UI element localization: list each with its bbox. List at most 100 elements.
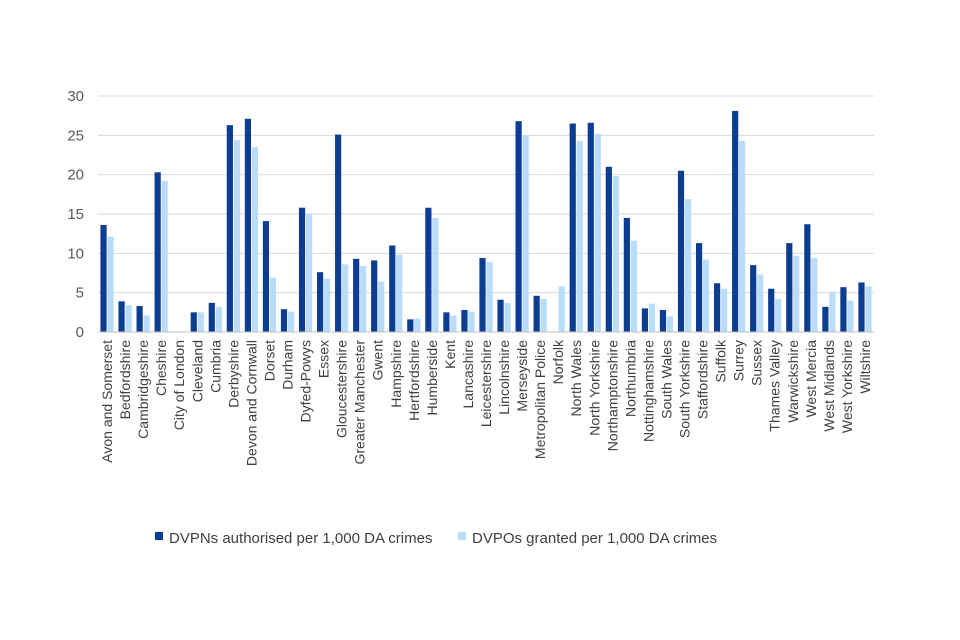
x-tick-label: Hampshire: [388, 340, 404, 408]
bar-dvpo: [161, 180, 168, 332]
bar-dvpo: [757, 274, 764, 332]
bar-dvpo: [305, 214, 313, 332]
x-tick-label: South Wales: [658, 340, 674, 419]
bar-dvpn: [190, 312, 197, 332]
legend-label: DVPNs authorised per 1,000 DA crimes: [169, 530, 432, 547]
x-tick-label: Staffordshire: [695, 340, 711, 419]
bar-dvpo: [522, 135, 529, 332]
bar-dvpn: [118, 301, 125, 332]
bar-dvpo: [558, 286, 565, 332]
x-tick-label: Northumbria: [622, 340, 638, 417]
bar-dvpo: [829, 291, 836, 332]
x-tick-label: Devon and Cornwall: [243, 340, 259, 466]
bar-dvpn: [479, 258, 486, 332]
bar-dvpo: [251, 147, 258, 332]
x-axis-category-labels: Avon and Somerset Bedfordshire Cambridgesh…: [99, 339, 873, 466]
x-tick-label: West Midlands: [821, 340, 837, 432]
x-tick-label: Cleveland: [189, 340, 205, 402]
x-tick-label: Avon and Somerset: [99, 340, 115, 463]
bar-dvpn: [280, 309, 288, 332]
x-tick-label: Gloucestershire: [334, 340, 350, 438]
bar-dvpn: [407, 319, 414, 332]
bar-dvpo: [107, 236, 114, 332]
bar-dvpo: [414, 318, 421, 332]
bar-dvpo: [215, 306, 222, 332]
legend-swatch: [155, 532, 163, 540]
y-tick-label: 0: [76, 324, 84, 341]
bar-dvpn: [461, 309, 468, 332]
x-tick-label: Cheshire: [153, 340, 169, 396]
bar-dvpn: [335, 134, 342, 332]
bar-dvpn: [587, 122, 594, 332]
bar-dvpn: [840, 287, 847, 332]
bar-dvpn: [154, 172, 161, 332]
bar-dvpo: [342, 264, 349, 332]
legend-item-dvpn: DVPNs authorised per 1,000 DA crimes: [155, 530, 432, 547]
bars: [100, 110, 872, 332]
x-tick-label: West Yorkshire: [839, 340, 855, 433]
bar-dvpn: [714, 283, 721, 332]
bar-dvpn: [353, 258, 360, 332]
bar-dvpo: [125, 305, 132, 332]
x-tick-label: Wiltshire: [857, 340, 873, 394]
y-tick-label: 30: [67, 88, 84, 105]
bar-dvpn: [804, 224, 811, 332]
bar-dvpo: [648, 303, 656, 332]
legend-label: DVPOs granted per 1,000 DA crimes: [472, 530, 717, 547]
x-tick-label: Sussex: [749, 340, 765, 386]
bar-dvpn: [822, 306, 829, 332]
y-tick-label: 10: [67, 245, 84, 262]
bar-dvpo: [739, 140, 746, 332]
bar-dvpo: [811, 258, 818, 332]
bar-dvpn: [425, 207, 432, 332]
bar-dvpn: [515, 121, 522, 332]
x-tick-label: Merseyside: [514, 340, 530, 412]
legend: DVPNs authorised per 1,000 DA crimes DVPO…: [155, 530, 717, 547]
bar-dvpn: [244, 118, 251, 332]
bar-dvpo: [323, 278, 331, 332]
x-tick-label: Metropolitan Police: [532, 340, 548, 459]
y-axis-ticks: 0 5 10 15 20 25 30: [67, 88, 84, 341]
bar-dvpo: [666, 316, 674, 332]
bar-dvpn: [623, 217, 630, 332]
x-tick-label: Dorset: [261, 340, 277, 381]
x-tick-label: Northamptonshire: [604, 340, 620, 451]
x-tick-label: Humberside: [424, 340, 440, 416]
y-tick-label: 5: [76, 285, 84, 302]
legend-item-dvpo: DVPOs granted per 1,000 DA crimes: [458, 530, 717, 547]
x-tick-label: Hertfordshire: [406, 340, 422, 421]
bar-dvpn: [533, 295, 540, 332]
bar-dvpo: [775, 298, 782, 332]
bar-dvpo: [865, 286, 872, 332]
bar-dvpn: [371, 260, 378, 332]
y-tick-label: 15: [67, 206, 84, 223]
x-tick-label: City of London: [171, 340, 187, 430]
x-tick-label: Leicestershire: [478, 340, 494, 427]
bar-dvpn: [262, 221, 270, 332]
x-tick-label: Surrey: [731, 340, 747, 381]
bar-dvpn: [605, 166, 612, 332]
x-tick-label: Suffolk: [713, 339, 729, 383]
x-tick-label: Bedfordshire: [117, 340, 133, 420]
bar-dvpo: [576, 140, 583, 332]
x-tick-label: Lincolnshire: [496, 340, 512, 415]
x-tick-label: Thames Valley: [767, 340, 783, 432]
bar-dvpo: [287, 311, 295, 332]
bar-dvpn: [298, 207, 306, 332]
bar-dvpo: [197, 312, 204, 332]
gridlines: [98, 95, 874, 294]
x-tick-label: South Yorkshire: [677, 340, 693, 438]
bar-dvpo: [504, 302, 511, 332]
bar-dvpn: [569, 123, 576, 332]
x-tick-label: West Mercia: [803, 340, 819, 418]
bar-dvpn: [443, 312, 450, 332]
bar-dvpn: [695, 243, 703, 332]
bar-dvpn: [858, 282, 865, 332]
bar-dvpo: [233, 140, 240, 332]
bar-dvpo: [396, 254, 403, 332]
bar-dvpo: [793, 255, 800, 332]
x-tick-label: Nottinghamshire: [640, 340, 656, 442]
bar-dvpo: [594, 133, 601, 332]
bar-dvpo: [378, 281, 385, 332]
